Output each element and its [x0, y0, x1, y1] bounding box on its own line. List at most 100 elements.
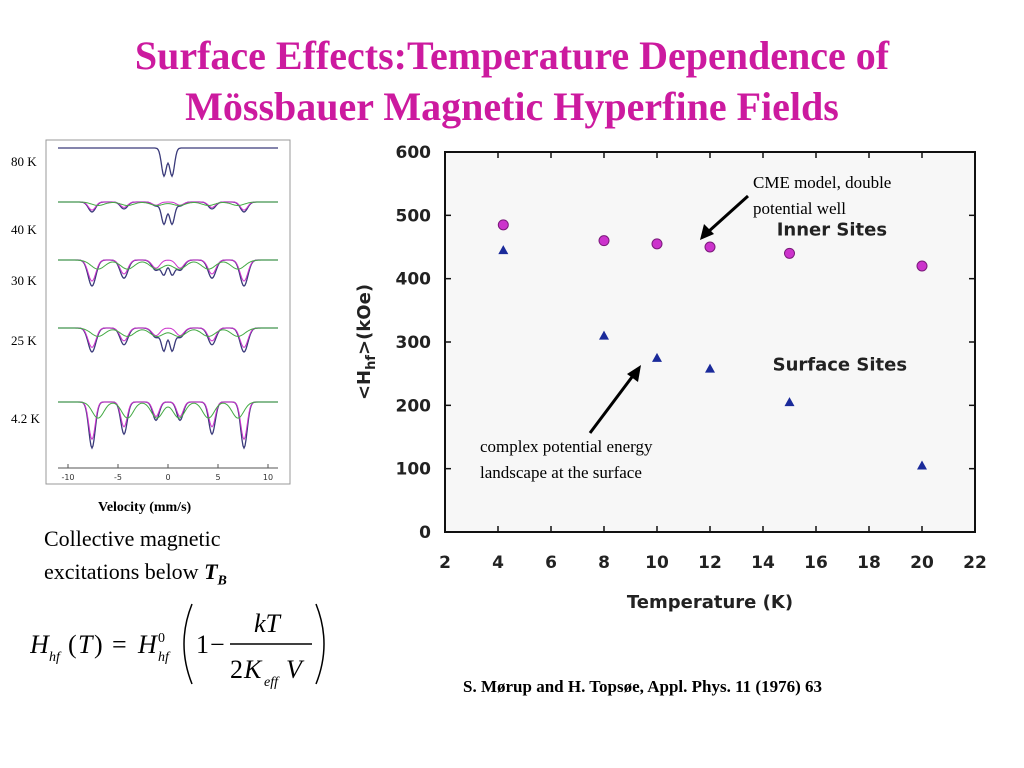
spectra-x-tick-label: -5	[114, 473, 122, 482]
y-tick-label: 400	[396, 270, 432, 290]
x-tick-label: 14	[751, 553, 775, 573]
hyperfine-field-chart: 2 4 6 8 10 12 14 16 18 20 22 0 100 200 300 400 500 600 In…	[340, 140, 1000, 620]
spectrum-fit-curve-broad	[58, 201, 278, 206]
surface-annotation-line-1: complex potential energy	[480, 437, 653, 456]
arrow-cme-head	[700, 224, 714, 240]
cme-annotation-line-2: potential well	[753, 199, 847, 218]
surface-site-point	[599, 330, 609, 340]
svg-text:(: (	[68, 630, 77, 659]
title-line-1: Surface Effects:Temperature Dependence o…	[134, 33, 890, 78]
chart-ticks: 2 4 6 8 10 12 14 16 18 20 22 0 100 200 300 400 500 600	[396, 143, 987, 573]
y-axis-title-sub: hf	[364, 355, 379, 370]
plot-area	[444, 151, 976, 533]
collective-line-2-text: excitations below	[44, 559, 205, 584]
y-tick-label: 0	[419, 523, 431, 543]
svg-text:hf: hf	[49, 650, 62, 665]
spectrum-fit-curve	[58, 327, 278, 348]
surface-site-point	[784, 397, 795, 407]
surface-site-point	[705, 363, 715, 373]
spectra-x-tick-label: 0	[165, 473, 170, 482]
x-tick-label: 4	[492, 553, 504, 573]
inner-site-point	[916, 260, 928, 272]
spectrum-label-80k: 80 K	[11, 154, 37, 169]
svg-text:H: H	[137, 630, 158, 659]
y-tick-label: 500	[396, 206, 432, 226]
y-tick-label: 600	[396, 143, 432, 163]
cme-annotation-line-1: CME model, double	[753, 173, 892, 192]
y-tick-label: 200	[396, 396, 432, 416]
surface-annotation: complex potential energy landscape at th…	[480, 434, 652, 486]
inner-site-point	[497, 219, 509, 231]
spectrum-curve	[58, 201, 278, 226]
spectrum-curve	[58, 147, 278, 178]
cme-annotation: CME model, double potential well	[753, 170, 891, 222]
inner-site-point	[784, 247, 795, 259]
x-axis-title: Temperature (K)	[627, 592, 793, 613]
spectra-frame	[45, 139, 291, 485]
svg-text:K: K	[243, 655, 263, 684]
spectrum-fit-curve-broad	[58, 327, 278, 338]
x-tick-label: 22	[963, 553, 987, 573]
inner-site-point	[651, 238, 663, 250]
collective-excitations-text: Collective magnetic excitations below TB	[44, 522, 227, 597]
surface-sites-label: Surface Sites	[773, 355, 907, 376]
chart-points	[497, 219, 928, 470]
svg-text:H: H	[30, 630, 50, 659]
spectrum-fit-curve	[58, 401, 278, 441]
mossbauer-spectra-figure: -10 -5 0 5 10	[45, 139, 291, 485]
x-tick-label: 18	[857, 553, 881, 573]
arrow-surface-head	[627, 365, 641, 382]
title-line-2: Mössbauer Magnetic Hyperfine Fields	[185, 84, 839, 129]
svg-text:2: 2	[230, 655, 243, 684]
spectra-x-tick-label: 5	[215, 473, 220, 482]
collective-tb-subscript: B	[217, 573, 227, 589]
svg-text:hf: hf	[158, 650, 171, 665]
svg-text:T: T	[78, 630, 94, 659]
y-axis-title-rest: >(kOe)	[354, 284, 375, 355]
spectrum-fit-curve-broad	[58, 259, 278, 270]
citation: S. Mørup and H. Topsøe, Appl. Phys. 11 (…	[463, 677, 822, 696]
spectra-x-tick-label: -10	[61, 473, 74, 482]
inner-sites-label: Inner Sites	[777, 220, 887, 241]
x-tick-label: 12	[698, 553, 722, 573]
x-tick-label: 20	[910, 553, 934, 573]
x-tick-label: 2	[439, 553, 451, 573]
spectrum-curve	[58, 327, 278, 353]
hyperfine-field-formula: H hf ( T ) = H 0 hf 1 − kT 2 K eff V	[30, 603, 325, 690]
slide-title: Surface Effects:Temperature Dependence o…	[0, 30, 1024, 132]
x-tick-label: 16	[804, 553, 828, 573]
x-tick-label: 6	[545, 553, 557, 573]
svg-text:kT: kT	[254, 609, 282, 638]
x-tick-label: 10	[645, 553, 669, 573]
collective-line-1: Collective magnetic	[44, 526, 221, 551]
y-tick-label: 100	[396, 460, 432, 480]
spectra-x-axis: -10 -5 0 5 10	[58, 464, 278, 482]
arrow-cme-line	[706, 194, 750, 234]
spectrum-fit-curve	[58, 201, 278, 211]
collective-tb-symbol: T	[204, 559, 218, 584]
surface-site-point	[652, 352, 662, 362]
svg-text:0: 0	[158, 631, 165, 646]
svg-text:1: 1	[196, 630, 209, 659]
svg-text:eff: eff	[264, 675, 280, 690]
spectrum-label-40k: 40 K	[11, 222, 37, 237]
spectrum-curve	[58, 259, 278, 287]
svg-text:): )	[94, 630, 103, 659]
svg-text:=: =	[112, 630, 127, 659]
surface-site-point	[498, 245, 509, 255]
spectrum-label-4k: 4.2 K	[11, 411, 40, 426]
velocity-axis-label: Velocity (mm/s)	[98, 500, 192, 515]
y-axis-title-main: <H	[354, 370, 375, 400]
spectrum-fit-curve-broad	[58, 401, 278, 419]
inner-site-point	[704, 241, 716, 253]
arrow-surface-line	[588, 372, 637, 434]
spectrum-label-25k: 25 K	[11, 333, 37, 348]
spectrum-label-30k: 30 K	[11, 273, 37, 288]
chart-series-labels: Inner Sites Surface Sites	[773, 220, 907, 376]
svg-text:V: V	[286, 655, 305, 684]
y-axis-title: <Hhf>(kOe)	[354, 284, 379, 400]
svg-text:−: −	[210, 630, 225, 659]
surface-annotation-line-2: landscape at the surface	[480, 463, 642, 482]
surface-site-point	[917, 460, 927, 470]
